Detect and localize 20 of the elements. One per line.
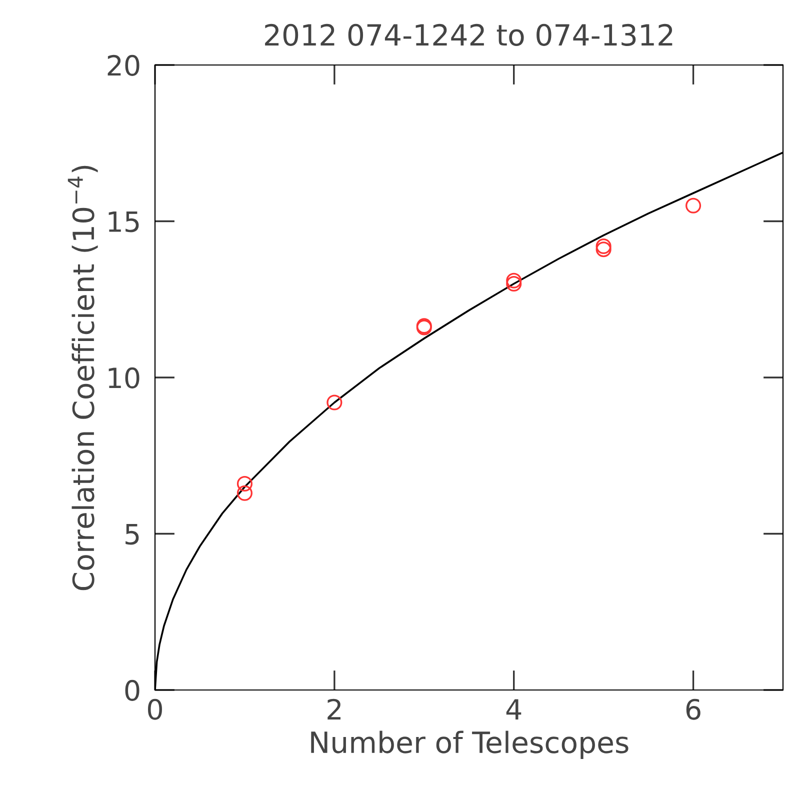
y-tick-label: 5 xyxy=(126,524,139,545)
point xyxy=(596,238,612,254)
point xyxy=(236,476,252,492)
x-tick-label: 4 xyxy=(506,699,522,720)
x-tick-label: 0 xyxy=(148,698,162,720)
x-tick-label: 6 xyxy=(686,698,700,720)
chart-title: 2012 074-1242 to 074-1312 xyxy=(265,24,672,46)
x-axis-title: Number of Telescopes xyxy=(311,730,628,759)
point xyxy=(506,276,522,292)
point xyxy=(596,242,612,258)
point xyxy=(236,485,252,501)
point xyxy=(686,198,702,214)
y-tick-label: 0 xyxy=(125,680,140,701)
x-tick-label: 2 xyxy=(328,698,340,720)
y-tick-label: 10 xyxy=(108,367,140,388)
y-tick-label: 15 xyxy=(108,212,139,232)
y-axis-title: Correlation Coefficient (10$^{−4}$) xyxy=(68,166,98,590)
point xyxy=(506,272,522,288)
point xyxy=(326,394,342,410)
y-tick-label: 20 xyxy=(108,54,140,76)
